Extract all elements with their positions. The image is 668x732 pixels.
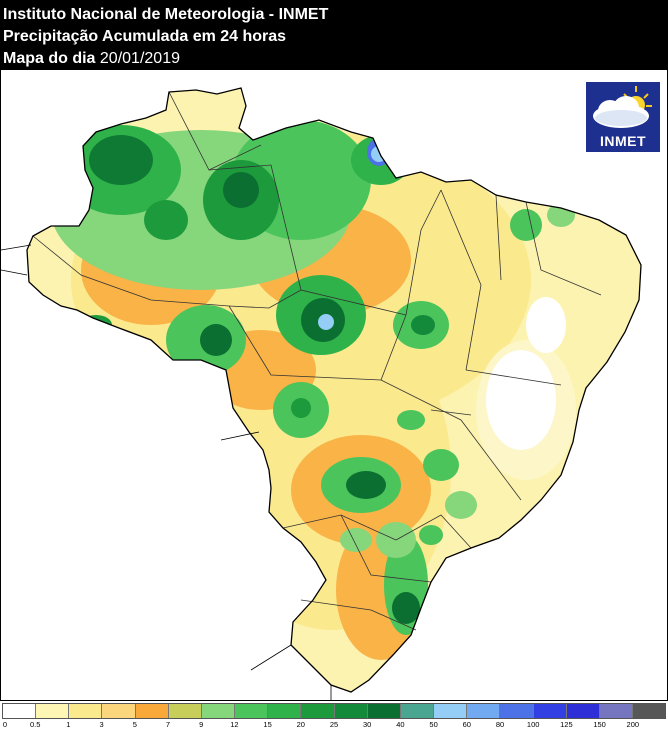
- legend-tick-label: 150: [593, 720, 606, 729]
- product-title: Precipitação Acumulada em 24 horas: [3, 28, 287, 45]
- legend-tick-label: 25: [329, 720, 339, 729]
- legend-tick-label: 40: [396, 720, 405, 729]
- map-header: Instituto Nacional de Meteorologia - INM…: [0, 0, 668, 70]
- map-date: 20/01/2019: [99, 50, 180, 67]
- legend-tick-label: 100: [526, 720, 540, 729]
- legend-color-bar: [2, 703, 666, 719]
- legend-swatch: [3, 704, 37, 718]
- legend-swatch: [36, 704, 70, 718]
- legend-tick-label: 125: [560, 720, 573, 729]
- legend-swatch: [500, 704, 534, 718]
- legend-swatch: [434, 704, 468, 718]
- map-date-label: Mapa do dia: [3, 50, 96, 67]
- legend-swatch: [235, 704, 269, 718]
- legend-swatch: [632, 704, 666, 718]
- cloud-sun-icon: [593, 86, 652, 128]
- legend-tick-label: 60: [462, 720, 471, 729]
- legend-swatch: [301, 704, 335, 718]
- precip-legend: 0 0.5 1 3 5 7 9 12 15 20 25 30 40 50 60 80 100 125 150 200: [0, 700, 668, 732]
- legend-tick-label: 20: [296, 720, 305, 729]
- legend-swatch: [168, 704, 202, 718]
- legend-swatch: [69, 704, 103, 718]
- legend-swatch: [201, 704, 236, 718]
- legend-swatch: [533, 704, 567, 718]
- legend-swatch: [102, 704, 136, 718]
- legend-swatch: [400, 704, 435, 718]
- legend-tick-label: 80: [495, 720, 505, 729]
- legend-swatch: [566, 704, 600, 718]
- legend-tick-label: 7: [165, 720, 171, 729]
- logo-text: INMET: [599, 133, 647, 149]
- legend-ticks: 0 0.5 1 3 5 7 9 12 15 20 25 30 40 50 60 80 100 125 150 200: [2, 720, 666, 732]
- country-borders: [0, 244, 332, 700]
- legend-tick-label: 9: [199, 720, 204, 729]
- legend-tick-label: 1: [66, 720, 71, 729]
- legend-tick-label: 12: [230, 720, 239, 729]
- precipitation-map: [0, 87, 642, 700]
- legend-swatch: [367, 704, 401, 718]
- legend-swatch: [467, 704, 501, 718]
- legend-tick-label: 0.5: [29, 720, 41, 729]
- institute-title: Instituto Nacional de Meteorologia - INM…: [3, 6, 329, 23]
- legend-tick-label: 0: [2, 720, 8, 729]
- legend-tick-label: 5: [132, 720, 137, 729]
- inmet-logo: INMET: [586, 82, 660, 152]
- precip-fields: [51, 120, 576, 660]
- map-area: [0, 70, 668, 700]
- legend-swatch: [599, 704, 633, 718]
- legend-tick-label: 200: [626, 720, 640, 729]
- map-date-line: Mapa do dia 20/01/2019: [3, 49, 180, 69]
- state-borders: [32, 91, 602, 631]
- legend-tick-label: 30: [363, 720, 372, 729]
- legend-swatch: [135, 704, 169, 718]
- legend-tick-label: 15: [263, 720, 272, 729]
- legend-swatch: [268, 704, 302, 718]
- legend-tick-label: 50: [429, 720, 438, 729]
- legend-swatch: [334, 704, 368, 718]
- legend-tick-label: 3: [99, 720, 104, 729]
